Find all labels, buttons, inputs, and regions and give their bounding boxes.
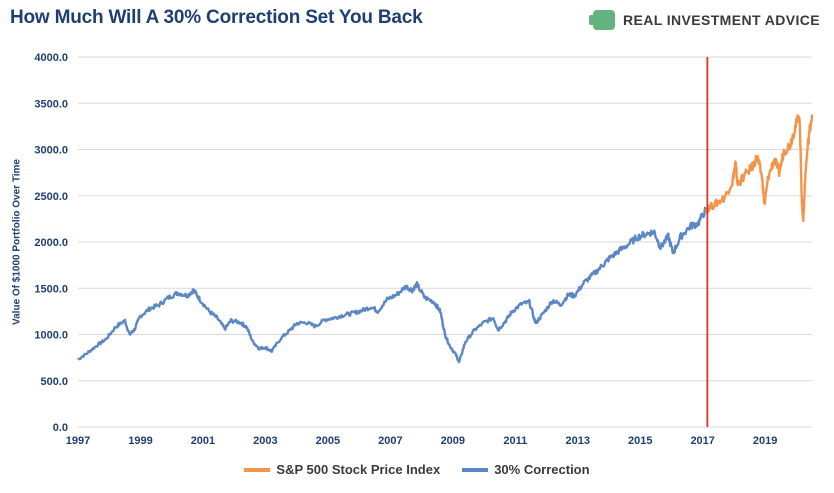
x-tick-label: 2003 [253, 435, 277, 447]
x-tick-label: 2019 [753, 435, 777, 447]
x-tick-label: 1997 [66, 435, 90, 447]
y-tick-label: 2000.0 [34, 237, 68, 249]
legend-item-correction: 30% Correction [462, 462, 590, 477]
brand-chat-icon [588, 10, 615, 30]
x-tick-label: 2007 [378, 435, 402, 447]
y-tick-label: 3000.0 [34, 145, 68, 157]
y-tick-label: 4000.0 [34, 52, 68, 64]
y-tick-label: 500.0 [40, 376, 68, 388]
chart-title: How Much Will A 30% Correction Set You B… [10, 7, 423, 28]
grid-lines [78, 56, 812, 428]
x-tick-label: 2013 [566, 435, 590, 447]
series-line-sp500 [704, 114, 814, 223]
x-tick-label: 2015 [628, 435, 652, 447]
x-tick-label: 2017 [690, 435, 714, 447]
y-tick-label: 0.0 [53, 422, 68, 434]
legend-item-sp500: S&P 500 Stock Price Index [244, 462, 440, 477]
x-tick-label: 2001 [191, 435, 215, 447]
y-tick-label: 2500.0 [34, 191, 68, 203]
y-axis-ticks: 0.0 500.0 1000.0 1500.0 2000.0 2500.0 3000.0 35… [34, 52, 68, 434]
legend-label-correction: 30% Correction [494, 462, 590, 477]
y-axis-label: Value Of $1000 Portfolio Over Time [11, 159, 23, 325]
brand-name: REAL INVESTMENT ADVICE [622, 12, 820, 28]
y-tick-label: 3500.0 [34, 98, 68, 110]
series-line-correction [77, 206, 707, 364]
x-tick-label: 2005 [316, 435, 340, 447]
x-axis-ticks: 1997 1999 2001 2003 2005 2007 2009 2011 2013 2015… [66, 435, 778, 447]
y-tick-label: 1000.0 [34, 330, 68, 342]
brand-logo: REAL INVESTMENT ADVICE [588, 9, 820, 31]
series-lines [77, 114, 814, 364]
legend-swatch-sp500 [244, 467, 271, 472]
legend-swatch-correction [462, 467, 489, 472]
x-tick-label: 1999 [128, 435, 152, 447]
y-tick-label: 1500.0 [34, 283, 68, 295]
x-tick-label: 2011 [503, 435, 527, 447]
legend: S&P 500 Stock Price Index 30% Correction [0, 462, 834, 477]
legend-label-sp500: S&P 500 Stock Price Index [276, 462, 441, 477]
x-tick-label: 2009 [441, 435, 465, 447]
